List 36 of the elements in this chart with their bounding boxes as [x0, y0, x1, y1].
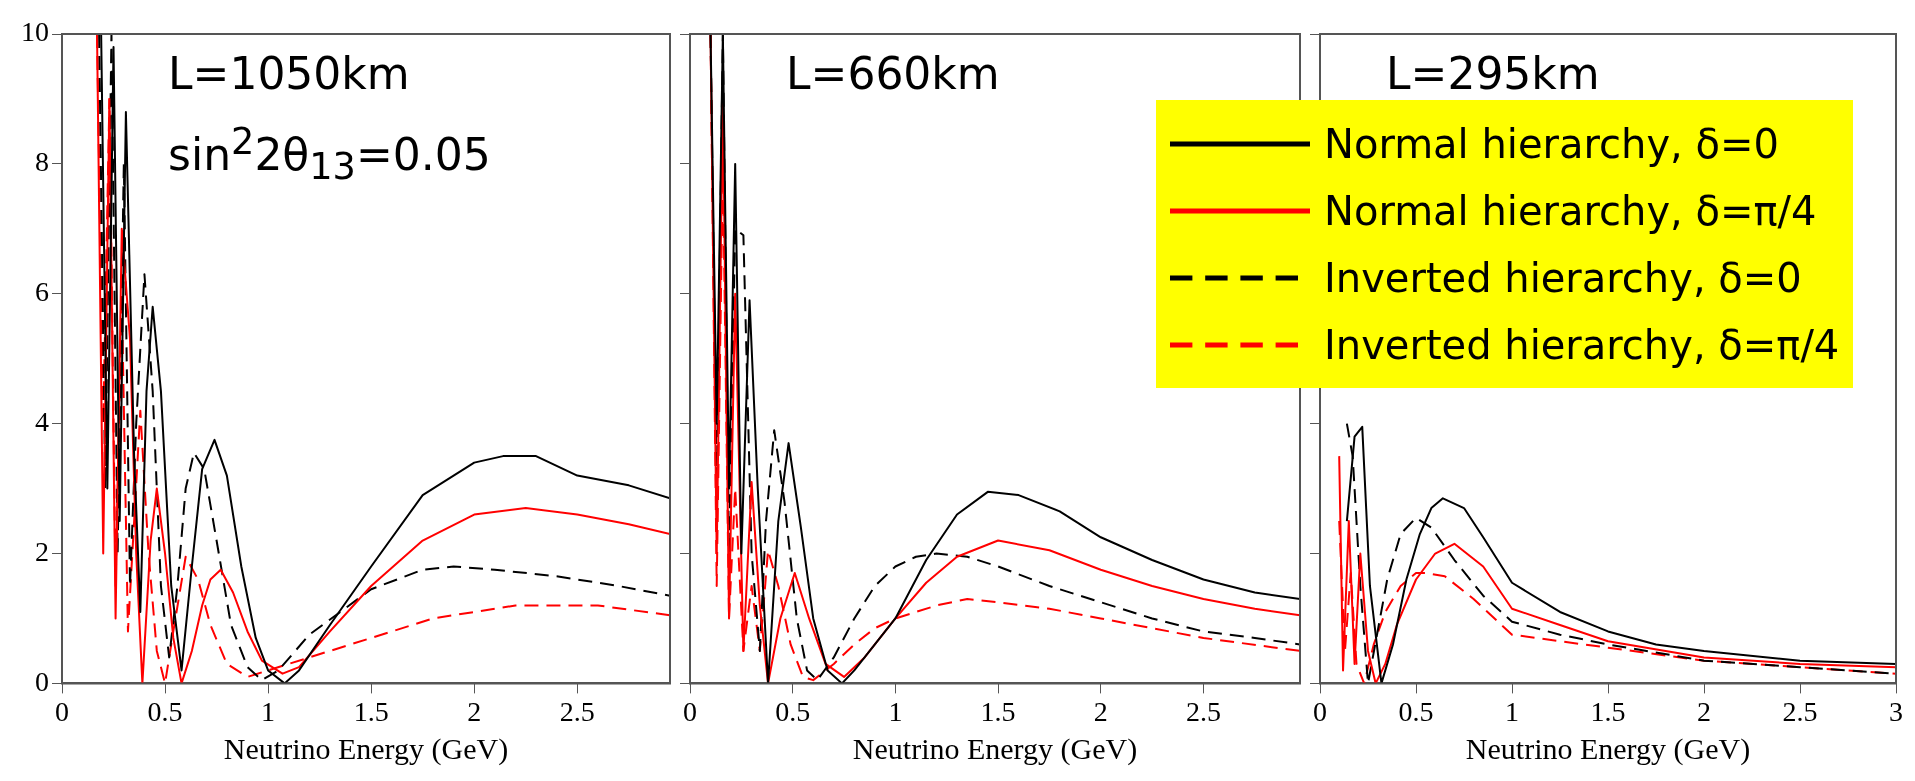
legend-label: Normal hierarchy, δ=0 — [1324, 120, 1779, 167]
x-tick-label: 2 — [1697, 695, 1711, 727]
x-axis-title: Neutrino Energy (GeV) — [1465, 731, 1751, 766]
x-tick-label: 1.5 — [980, 695, 1016, 727]
x-tick-label: 0.5 — [775, 695, 811, 727]
y-tick-label: 4 — [35, 406, 49, 437]
x-axis-title: Neutrino Energy (GeV) — [223, 731, 509, 766]
x-tick-label: 2.5 — [1782, 695, 1818, 727]
y-tick-label: 2 — [35, 535, 49, 567]
y-tick-label: 6 — [35, 276, 49, 308]
x-tick-label: 0 — [55, 695, 69, 727]
x-tick-label: 1 — [261, 695, 276, 727]
x-tick-label: 1 — [1505, 695, 1519, 727]
legend-label: Normal hierarchy, δ=π/4 — [1324, 187, 1817, 234]
x-tick-label: 2.5 — [1185, 695, 1221, 727]
x-tick-label: 2 — [467, 695, 482, 727]
x-tick-label: 1 — [888, 695, 903, 727]
annotation: L=295km — [1386, 48, 1600, 99]
x-tick-label: 0.5 — [147, 695, 183, 727]
legend-label: Inverted hierarchy, δ=π/4 — [1324, 321, 1840, 368]
x-tick-label: 2.5 — [559, 695, 595, 727]
x-tick-label: 1.5 — [353, 695, 389, 727]
y-tick-label: 10 — [21, 16, 49, 48]
x-axis-title: Neutrino Energy (GeV) — [852, 731, 1138, 766]
x-tick-label: 0.5 — [1398, 695, 1434, 727]
legend-label: Inverted hierarchy, δ=0 — [1324, 254, 1802, 301]
x-tick-label: 0 — [683, 695, 697, 727]
y-tick-label: 0 — [35, 665, 49, 697]
x-tick-label: 0 — [1313, 695, 1327, 727]
annotation: L=660km — [786, 48, 1000, 99]
x-tick-label: 3 — [1889, 695, 1903, 727]
y-tick-label: 8 — [35, 146, 49, 178]
annotation: sin$^{2}$2θ$_{13}$=0.05 — [168, 120, 491, 189]
x-tick-label: 2 — [1093, 695, 1108, 727]
annotation: L=1050km — [168, 48, 410, 99]
x-tick-label: 1.5 — [1590, 695, 1626, 727]
